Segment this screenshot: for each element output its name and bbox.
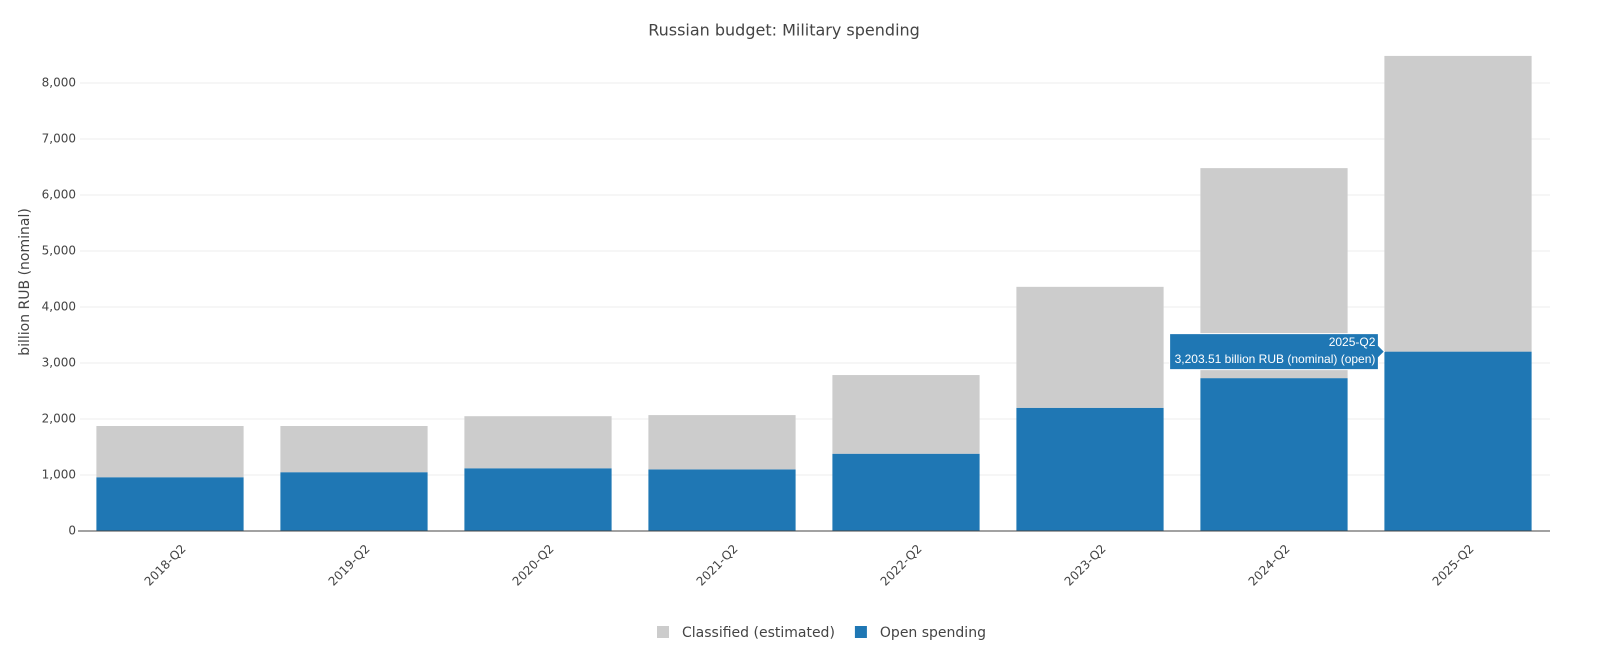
y-tick-label: 0 xyxy=(68,524,76,538)
bar-segment xyxy=(464,416,612,469)
x-tick-label: 2022-Q2 xyxy=(878,542,925,589)
bar-segment xyxy=(832,375,980,454)
y-tick-label: 3,000 xyxy=(42,356,76,370)
y-axis-title: billion RUB (nominal) xyxy=(17,208,33,356)
y-tick-label: 7,000 xyxy=(42,132,76,146)
x-tick-label: 2020-Q2 xyxy=(510,542,557,589)
y-tick-label: 2,000 xyxy=(42,412,76,426)
bar-segment xyxy=(1384,55,1532,352)
legend-swatch xyxy=(854,626,867,638)
bar-segment xyxy=(280,426,428,473)
bar-segment xyxy=(96,477,244,531)
x-tick-label: 2018-Q2 xyxy=(142,542,189,589)
legend-label: Open spending xyxy=(880,625,986,641)
bar-segment xyxy=(464,468,612,531)
bar-segment xyxy=(1384,351,1532,531)
y-tick-label: 8,000 xyxy=(42,76,76,90)
tooltip-category: 2025-Q2 xyxy=(1329,335,1376,349)
bar-segment xyxy=(648,415,796,470)
x-tick-label: 2019-Q2 xyxy=(326,542,373,589)
bar-segment xyxy=(280,472,428,531)
bar-segment xyxy=(832,453,980,531)
x-tick-label: 2024-Q2 xyxy=(1246,542,1293,589)
tooltip-text: 3,203.51 billion RUB (nominal) (open) xyxy=(1175,352,1376,366)
x-tick-label: 2025-Q2 xyxy=(1430,542,1477,589)
y-tick-label: 6,000 xyxy=(42,188,76,202)
x-tick-label: 2021-Q2 xyxy=(694,542,741,589)
bar-segment xyxy=(96,426,244,478)
y-tick-label: 4,000 xyxy=(42,300,76,314)
bar-segment xyxy=(1016,407,1164,531)
chart-title: Russian budget: Military spending xyxy=(648,21,920,40)
tooltip-box xyxy=(1169,333,1386,371)
legend-label: Classified (estimated) xyxy=(682,625,835,641)
bar-segment xyxy=(1016,286,1164,408)
y-tick-label: 5,000 xyxy=(42,244,76,258)
tooltip: 2025-Q2 3,203.51 billion RUB (nominal) (o… xyxy=(1169,333,1386,371)
bar-segment xyxy=(1200,378,1348,531)
legend-swatch xyxy=(657,626,669,638)
y-tick-label: 1,000 xyxy=(42,468,76,482)
x-tick-label: 2023-Q2 xyxy=(1062,542,1109,589)
bar-segment xyxy=(648,469,796,531)
